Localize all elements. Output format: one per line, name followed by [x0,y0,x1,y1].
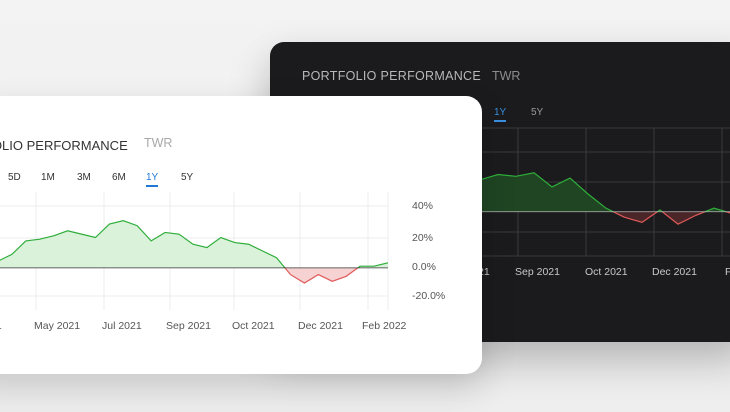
range-5y[interactable]: 5Y [181,172,194,183]
dark-chart [480,127,730,257]
light-performance-card: FOLIO PERFORMANCE TWR 5D 1M 3M 6M 1Y 5Y … [0,96,482,374]
range-6m[interactable]: 6M [112,172,126,183]
dark-x-tick: Oct 2021 [585,266,628,278]
y-tick: 0.0% [412,261,436,273]
x-tick: Jul 2021 [102,320,142,332]
y-tick: 40% [412,200,434,212]
range-1m[interactable]: 1M [41,172,55,183]
dark-negative-line [611,211,730,225]
dark-card-subtitle: TWR [492,69,521,83]
dark-x-tick: Sep 2021 [515,266,560,278]
range-5d[interactable]: 5D [8,172,21,183]
range-1y[interactable]: 1Y [146,172,159,187]
light-chart [0,192,389,310]
y-tick: -20.0% [412,290,446,302]
x-tick: 21 [0,320,2,332]
x-tick: Feb 2022 [362,320,407,332]
dark-range-5y[interactable]: 5Y [531,107,544,118]
dark-x-tick: F [725,266,730,278]
light-card-subtitle: TWR [144,136,173,150]
x-tick: May 2021 [34,320,81,332]
light-negative-line [284,267,359,284]
dark-card-title: PORTFOLIO PERFORMANCE [302,69,482,83]
x-tick: Dec 2021 [298,320,343,332]
dark-positive-area [480,172,730,212]
range-3m[interactable]: 3M [77,172,91,183]
x-tick: Oct 2021 [232,320,275,332]
light-positive-area [0,220,388,268]
y-tick: 20% [412,232,434,244]
dark-x-tick: 21 [478,266,490,278]
light-card-title: FOLIO PERFORMANCE [0,138,128,153]
light-positive-line [0,220,388,268]
dark-range-1y[interactable]: 1Y [494,107,507,122]
x-tick: Sep 2021 [166,320,211,332]
dark-x-tick: Dec 2021 [652,266,697,278]
dark-negative-area [613,211,730,225]
